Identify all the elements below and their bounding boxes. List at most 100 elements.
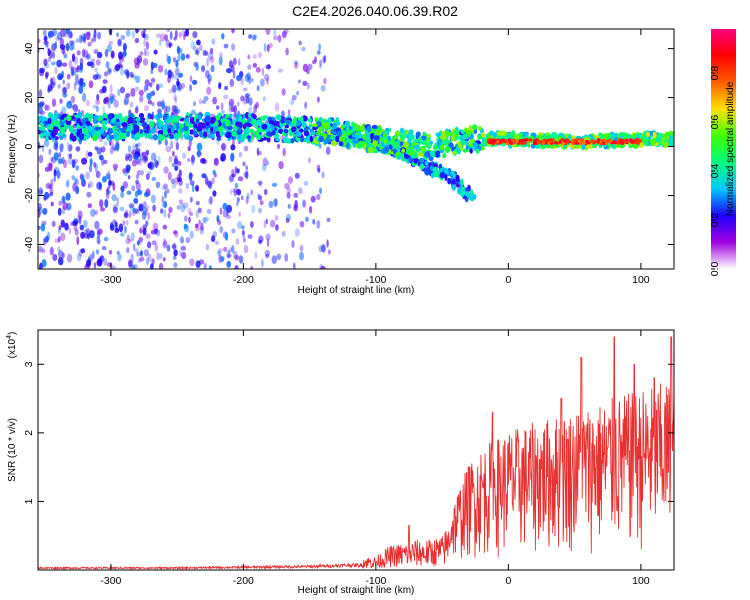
- spectrogram-band-cell: [209, 117, 216, 124]
- spectrogram-noise-cell: [230, 152, 235, 162]
- spectrogram-noise-cell: [301, 199, 305, 208]
- spectrogram-noise-cell: [76, 252, 82, 262]
- spectrogram-noise-cell: [167, 69, 173, 79]
- spectrogram-band-cell: [437, 138, 443, 145]
- spectrogram-noise-cell: [189, 258, 195, 267]
- spectrogram-noise-cell: [95, 170, 101, 179]
- spectrogram-noise-cell: [285, 217, 290, 224]
- spectrogram-noise-cell: [261, 67, 265, 77]
- spectrogram-band-cell: [189, 113, 193, 119]
- spectrogram-noise-cell: [196, 39, 201, 46]
- spectrogram-band-cell: [193, 124, 198, 129]
- spectrogram-band-cell: [420, 135, 427, 141]
- spectrogram-noise-cell: [125, 156, 129, 162]
- spectrogram-noise-cell: [103, 159, 108, 165]
- spectrogram-noise-cell: [231, 169, 235, 176]
- spectrogram-noise-cell: [180, 245, 187, 251]
- spectrogram-band-cell: [465, 145, 469, 150]
- spectrogram-noise-cell: [157, 139, 161, 146]
- spectrogram-band-cell: [464, 140, 469, 145]
- spectrogram-band-cell: [475, 148, 480, 154]
- spectrogram-band-cell: [462, 133, 469, 140]
- spectrogram-noise-cell: [143, 192, 149, 198]
- spectrogram-noise-cell: [106, 44, 112, 53]
- spectrogram-noise-cell: [44, 104, 51, 111]
- spectrogram-band-cell: [330, 135, 335, 140]
- spectrogram-noise-cell: [68, 59, 73, 69]
- spectrogram-noise-cell: [168, 155, 173, 163]
- spectrogram-noise-cell: [130, 87, 136, 97]
- spectrogram-noise-cell: [70, 95, 76, 104]
- spectrogram-noise-cell: [80, 248, 86, 254]
- spectrogram-noise-cell: [118, 51, 123, 60]
- spectrogram-band-cell: [652, 131, 657, 139]
- spectrogram-band-cell: [402, 134, 406, 140]
- spectrogram-band-cell: [199, 130, 203, 138]
- spectrogram-noise-cell: [220, 102, 224, 111]
- spectrogram-band-cell: [69, 125, 74, 131]
- spectrogram-noise-cell: [208, 265, 212, 269]
- spectrogram-noise-cell: [136, 142, 141, 148]
- spectrogram-noise-cell: [319, 59, 322, 66]
- spectrogram-noise-cell: [236, 188, 242, 196]
- spectrogram-noise-cell: [38, 208, 41, 218]
- spectrogram-noise-cell: [80, 33, 86, 40]
- spectrogram-noise-cell: [113, 167, 117, 172]
- spectrogram-noise-cell: [212, 96, 218, 105]
- spectrogram-noise-cell: [275, 224, 279, 231]
- spectrogram-noise-cell: [81, 48, 86, 58]
- spectrogram-noise-cell: [252, 62, 258, 68]
- spectrogram-noise-cell: [243, 237, 246, 243]
- spectrogram-band-cell: [263, 136, 267, 141]
- spectrogram-band-cell: [636, 134, 643, 138]
- spectrogram-noise-cell: [209, 56, 215, 64]
- spectrogram-noise-cell: [269, 219, 276, 228]
- spectrogram-noise-cell: [151, 177, 157, 181]
- spectrogram-noise-cell: [178, 31, 182, 38]
- spectrogram-peak-cell: [521, 138, 526, 142]
- spectrogram-band-cell: [268, 120, 275, 125]
- spectrogram-noise-cell: [97, 228, 103, 235]
- spectrogram-noise-cell: [266, 44, 270, 52]
- spectrogram-noise-cell: [321, 244, 326, 253]
- spectrogram-noise-cell: [293, 192, 299, 198]
- spectrogram-noise-cell: [266, 238, 270, 248]
- spectrogram-noise-cell: [317, 96, 320, 103]
- spectrogram-noise-cell: [223, 43, 229, 49]
- spectrogram-band-cell: [361, 124, 365, 130]
- y-tick-label: 0: [23, 143, 35, 149]
- spectrogram-noise-cell: [150, 152, 157, 161]
- spectrogram-noise-cell: [253, 105, 257, 114]
- spectrogram-noise-cell: [71, 175, 76, 181]
- spectrogram-noise-cell: [172, 85, 177, 94]
- spectrogram-band-cell: [472, 124, 477, 131]
- spectrogram-noise-cell: [118, 223, 124, 233]
- spectrogram-noise-cell: [285, 47, 289, 56]
- spectrogram-noise-cell: [57, 257, 64, 266]
- spectrogram-noise-cell: [281, 30, 287, 38]
- spectrogram-peak-cell: [620, 141, 625, 145]
- spectrogram-band-cell: [101, 120, 106, 127]
- spectrogram-noise-cell: [174, 165, 179, 171]
- spectrogram-noise-cell: [108, 40, 114, 46]
- spectrogram-noise-cell: [226, 68, 232, 74]
- spectrogram-noise-cell: [242, 87, 248, 92]
- spectrogram-noise-cell: [198, 207, 201, 213]
- spectrogram-band-cell: [408, 150, 413, 156]
- spectrogram-noise-cell: [201, 65, 206, 72]
- spectrogram-noise-cell: [171, 84, 177, 93]
- spectrogram-y-ticks: -40 -20 0 20 40: [23, 43, 674, 252]
- spectrogram-band-cell: [157, 130, 164, 135]
- spectrogram-noise-cell: [174, 96, 178, 104]
- spectrogram-noise-cell: [135, 179, 139, 185]
- spectrogram-noise-cell: [120, 191, 125, 198]
- spectrogram-band-cell: [404, 141, 409, 149]
- spectrogram-noise-cell: [212, 190, 217, 197]
- snr-frame: [37, 329, 675, 571]
- spectrogram-noise-cell: [218, 82, 222, 90]
- spectrogram-band-cell: [158, 122, 162, 128]
- spectrogram-band-cell: [173, 132, 180, 140]
- spectrogram-noise-cell: [51, 76, 56, 85]
- spectrogram-noise-cell: [38, 173, 41, 178]
